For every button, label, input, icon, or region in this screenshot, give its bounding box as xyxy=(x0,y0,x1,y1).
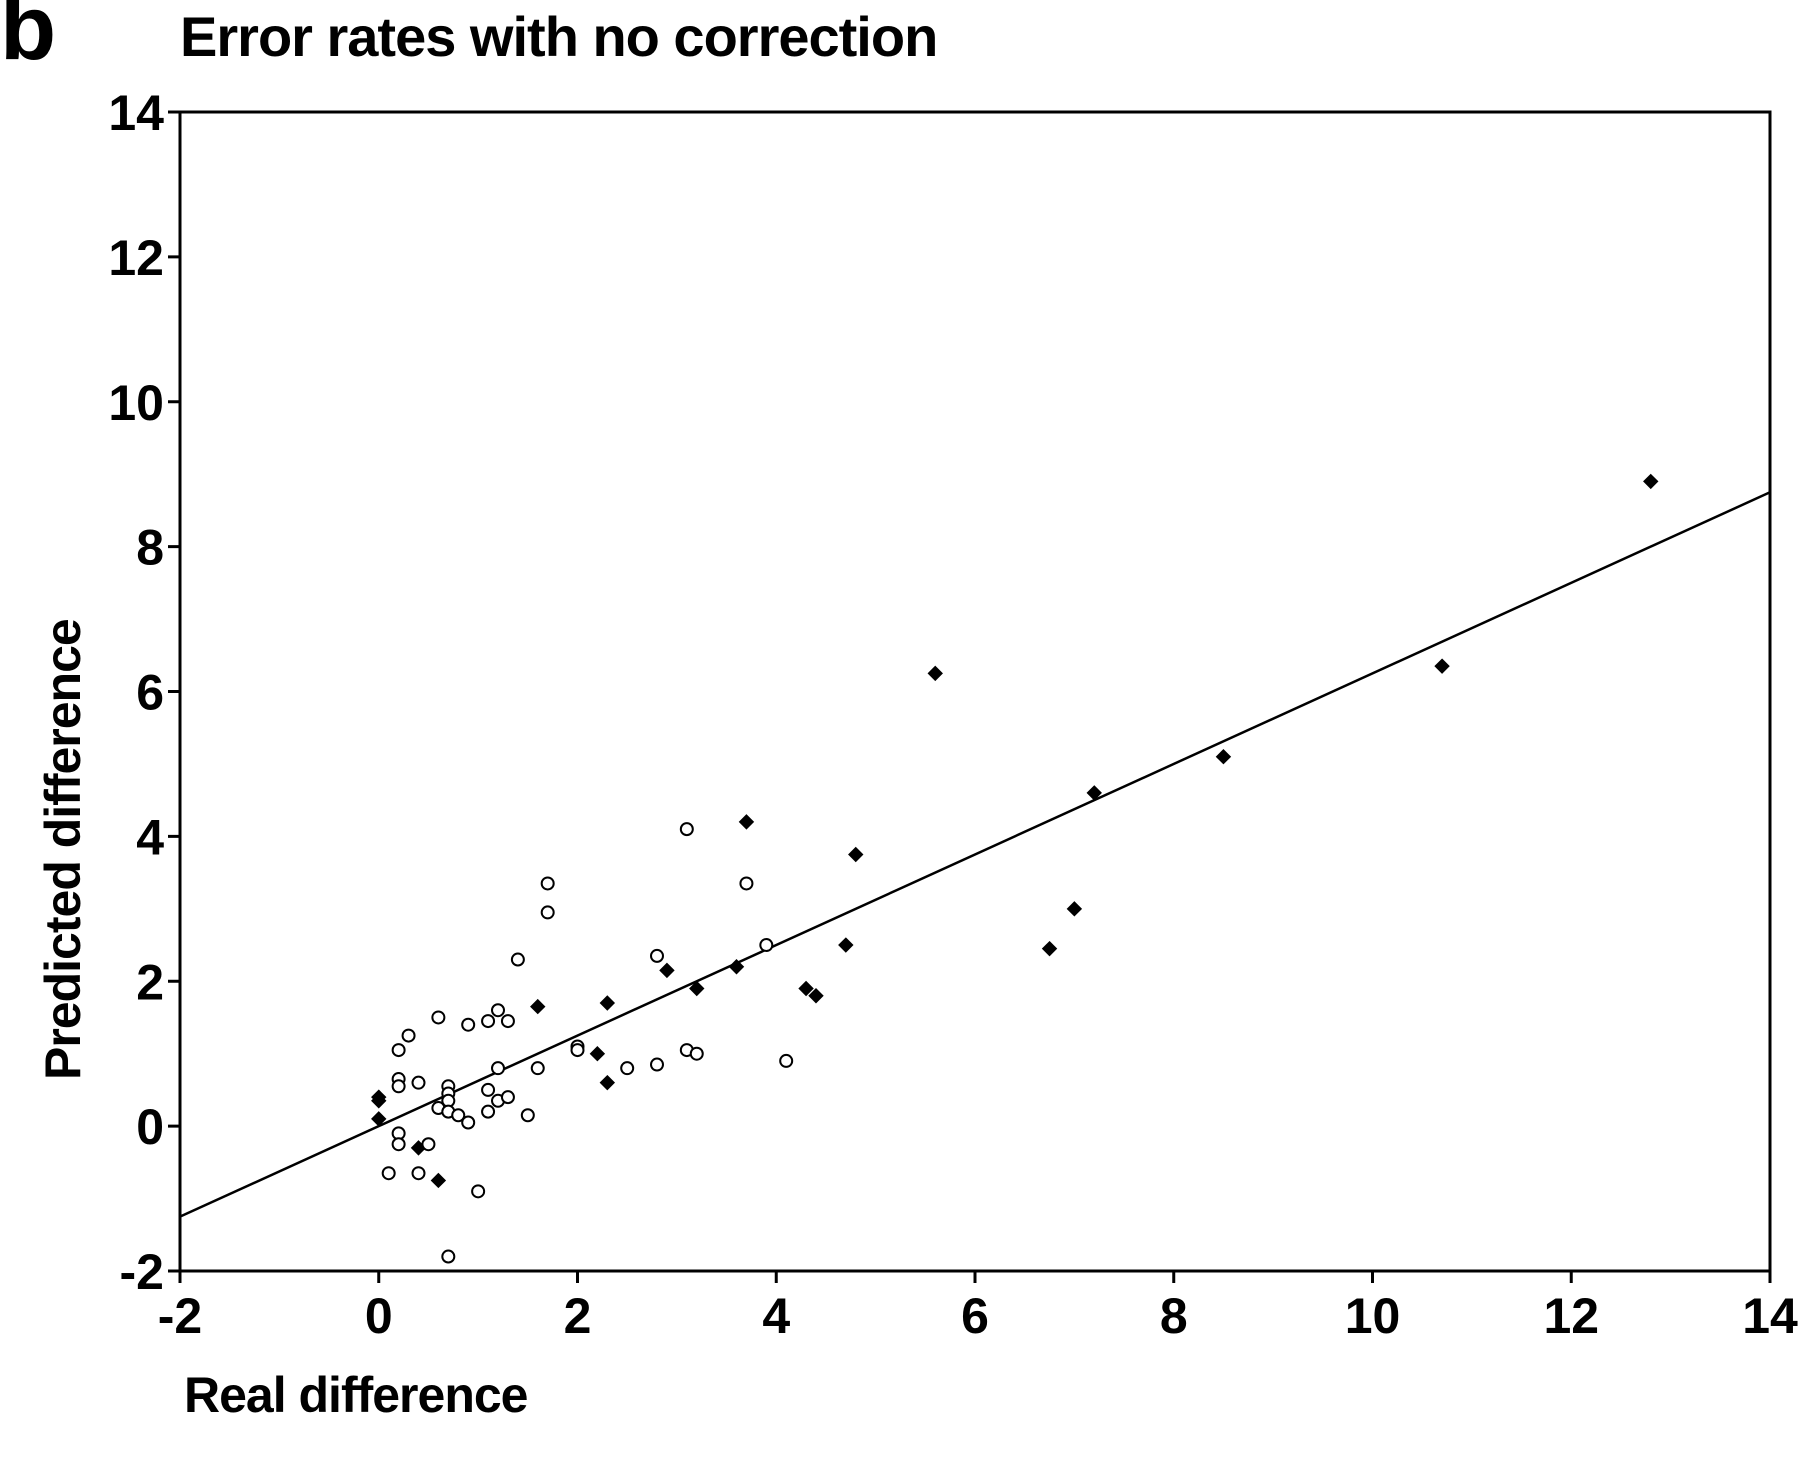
x-tick-label: 6 xyxy=(961,1288,989,1344)
open-circle-point xyxy=(391,1043,406,1058)
y-axis-label: Predicted difference xyxy=(35,619,91,1080)
open-circle-point xyxy=(500,1014,515,1029)
open-circle-point xyxy=(431,1010,446,1025)
filled-diamond-point xyxy=(1066,901,1083,917)
filled-diamond-point xyxy=(599,995,616,1011)
x-tick-label: 8 xyxy=(1160,1288,1188,1344)
open-circle-point xyxy=(540,876,555,891)
regression-line xyxy=(179,491,1771,1218)
filled-diamond-point xyxy=(1041,940,1058,957)
open-circle-point xyxy=(689,1046,704,1061)
open-circle-point xyxy=(411,1166,426,1181)
filled-diamond-point xyxy=(808,988,824,1004)
open-circle-point xyxy=(759,938,774,953)
filled-diamond-point xyxy=(1086,785,1102,801)
x-tick-label: 12 xyxy=(1543,1288,1599,1344)
open-circle-point xyxy=(481,1104,496,1119)
x-tick-label: 4 xyxy=(762,1288,790,1344)
y-tick-label: 0 xyxy=(136,1099,164,1155)
filled-diamond-point xyxy=(927,665,943,682)
open-circle-point xyxy=(510,952,525,967)
fit-line-group xyxy=(179,491,1771,1218)
x-tick-label: 10 xyxy=(1345,1288,1401,1344)
filled-diamond-point xyxy=(738,814,755,830)
filled-diamond-point xyxy=(838,937,854,953)
filled-diamond-point xyxy=(848,846,864,863)
x-tick-label: 14 xyxy=(1742,1288,1798,1344)
filled-diamond-point xyxy=(430,1172,447,1189)
y-tick-label: 10 xyxy=(108,375,164,431)
open-circle-point xyxy=(471,1184,486,1199)
open-circle-point xyxy=(620,1061,635,1076)
x-axis-label: Real difference xyxy=(184,1367,528,1423)
chart-title: Error rates with no correction xyxy=(180,5,938,68)
x-tick-label: 2 xyxy=(564,1288,592,1344)
open-circle-point xyxy=(530,1061,545,1076)
plot-frame xyxy=(178,110,1772,1273)
open-circle-point xyxy=(491,1061,505,1076)
open-circle-point xyxy=(491,1003,505,1018)
filled-diamond-point xyxy=(1215,748,1232,765)
open-circle-point xyxy=(421,1137,436,1152)
y-tick-label: 6 xyxy=(136,665,164,721)
filled-diamond-point xyxy=(371,1111,387,1127)
data-points xyxy=(371,473,1659,1264)
open-circle-point xyxy=(540,905,555,920)
y-tick-label: 8 xyxy=(136,520,164,576)
open-circle-point xyxy=(650,1057,664,1072)
filled-diamond-point xyxy=(798,980,814,997)
open-circle-point xyxy=(500,1090,515,1105)
open-circle-point xyxy=(381,1166,396,1181)
filled-diamond-point xyxy=(1643,473,1659,490)
open-circle-point xyxy=(570,1043,585,1058)
y-tick-label: -2 xyxy=(120,1244,164,1300)
y-tick-label: 4 xyxy=(136,809,164,865)
filled-diamond-point xyxy=(1434,658,1450,674)
filled-diamond-point xyxy=(689,980,705,997)
open-circle-point xyxy=(391,1079,406,1094)
open-circle-point xyxy=(411,1075,426,1090)
open-circle-point xyxy=(520,1108,535,1123)
open-circle-point xyxy=(679,822,694,837)
open-circle-point xyxy=(451,1108,466,1123)
open-circle-point xyxy=(461,1115,476,1130)
open-circle-point xyxy=(481,1082,496,1097)
axis-ticks: -2 0 2 4 6 8 10 12 14 -2 0 2 4 6 8 10 12 14 xyxy=(108,85,1798,1344)
y-tick-label: 12 xyxy=(108,230,164,286)
panel-label: b xyxy=(0,0,57,79)
filled-diamond-point xyxy=(371,1093,387,1109)
open-circle-point xyxy=(441,1249,456,1264)
y-tick-label: 2 xyxy=(136,954,164,1010)
x-tick-label: -2 xyxy=(158,1288,202,1344)
filled-diamond-point xyxy=(599,1074,616,1091)
open-circle-point xyxy=(461,1017,476,1032)
filled-diamond-point xyxy=(530,998,546,1015)
open-circle-point xyxy=(779,1053,794,1068)
open-circle-point xyxy=(739,876,754,891)
x-tick-label: 0 xyxy=(365,1288,393,1344)
open-circle-point xyxy=(650,948,664,963)
open-circle-point xyxy=(401,1028,416,1043)
filled-diamond-point xyxy=(589,1045,606,1062)
filled-diamond-point xyxy=(659,962,675,979)
y-tick-label: 14 xyxy=(108,85,164,141)
open-circle-point xyxy=(391,1137,406,1152)
open-circle-point xyxy=(481,1014,496,1029)
filled-diamond-point xyxy=(728,959,745,975)
